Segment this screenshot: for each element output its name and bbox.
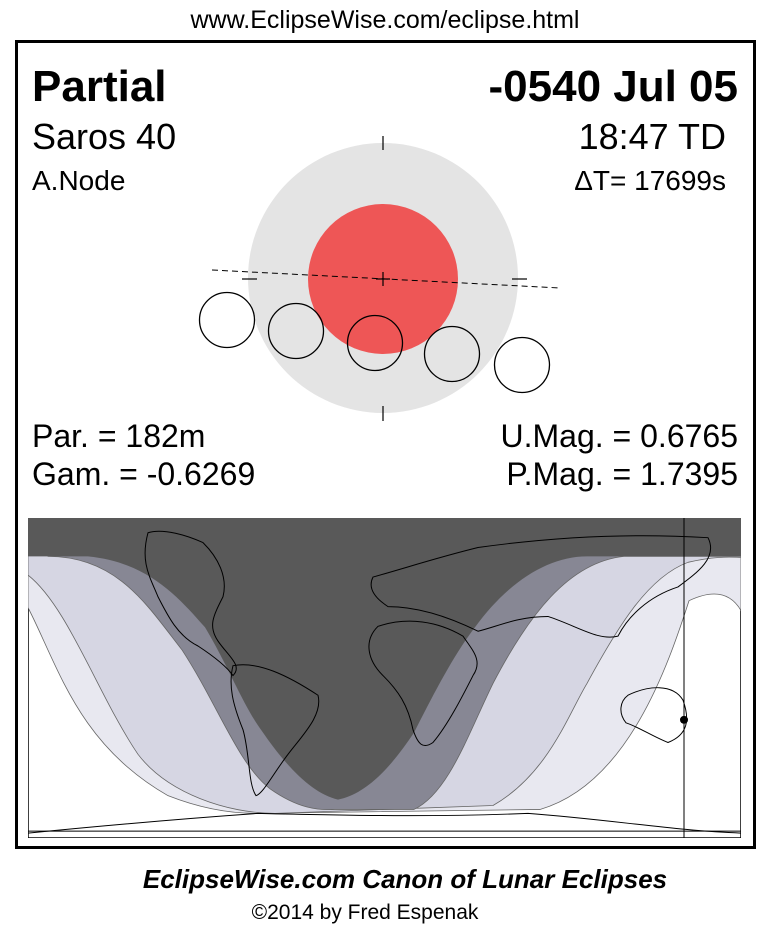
node-label: A.Node [32,165,126,196]
coastline-north-america [144,530,237,677]
eclipse-time: 18:47 TD [578,116,726,157]
eclipse-date: -0540 Jul 05 [488,62,739,111]
eclipse-geometry-diagram [198,136,561,421]
umbral-total-zone [28,518,741,800]
delta-t: ΔT= 17699s [574,165,726,196]
ecliptic-line [211,269,561,289]
moon-position-greatest [346,314,404,372]
eclipse-panel-frame [15,40,756,849]
coastline-eurasia [370,535,712,638]
source-url: www.EclipseWise.com/eclipse.html [190,6,580,34]
partial-duration: Par. = 182m [32,418,206,454]
eclipse-type: Partial [32,62,167,111]
coastline-australia [620,687,688,744]
coastline-africa [368,620,478,746]
coastline-antarctica [28,812,741,834]
saros-number: Saros 40 [32,116,177,157]
footer-copyright: ©2014 by Fred Espenak [251,901,479,924]
moon-position-p4 [493,336,551,394]
footer-title: EclipseWise.com Canon of Lunar Eclipses [142,864,668,894]
moon-position-p1 [198,291,256,349]
moon-position-u1 [267,302,325,360]
coastlines [28,530,741,834]
sub-lunar-point [680,715,688,724]
umbral-magnitude: U.Mag. = 0.6765 [500,418,738,454]
gamma-value: Gam. = -0.6269 [32,456,256,492]
coastline-south-america [230,664,320,797]
penumbral-magnitude: P.Mag. = 1.7395 [506,456,738,492]
moon-position-u4 [423,325,481,383]
visibility-map [28,518,741,838]
